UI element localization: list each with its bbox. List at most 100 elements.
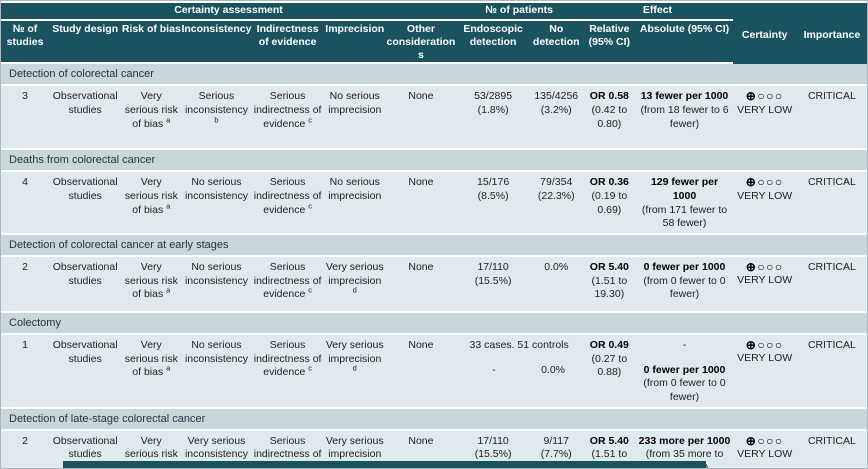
cell-other-considerations: None [385,256,457,313]
footnote-sup: a [166,363,171,373]
section-title-colectomy: Colectomy [1,312,867,335]
cell-other-considerations: None [385,172,457,235]
section-title: Detection of colorectal cancer [1,64,867,87]
section-title-detection-early-stages: Detection of colorectal cancer at early … [1,234,867,257]
footnote-sup: c [308,115,312,125]
cell-certainty: ⊕○○○ VERY LOW [732,86,797,151]
header-group-certainty-assessment: Certainty assessment [1,3,457,21]
cell-risk-of-bias: Very serious risk of bias a [121,256,182,313]
header-col-inconsistency: Inconsistency [181,21,252,65]
header-col-risk-of-bias: Risk of bias [121,21,182,65]
section-title: Detection of late-stage colorectal cance… [1,408,867,431]
cell-no-detection: 135/4256 (3.2%) [530,86,583,151]
header-group-effect: Effect [582,3,733,21]
cell-risk-of-bias: Very serious risk of bias a [121,334,182,409]
cell-n-studies: 1 [1,334,50,409]
section-title: Detection of colorectal cancer at early … [1,234,867,257]
cell-no-detection: 79/354 (22.3%) [530,172,583,235]
cell-inconsistency: No serious inconsistency [181,334,252,409]
footnote-sup: d [352,285,357,295]
cell-importance: CRITICAL [796,172,867,235]
header-col-relative: Relative (95% CI) [582,21,637,65]
cell-study-design: Observational studies [49,172,122,235]
cell-indirectness: Serious indirectness of evidence c [251,334,324,409]
table-row: 2 Observational studies Very serious ris… [1,256,867,313]
footnote-sup: a [166,115,171,125]
certainty-label: VERY LOW [737,352,793,365]
patients-split-values: - 0.0% [492,363,565,376]
footnote-sup: b [214,115,219,125]
evidence-table: Certainty assessment № of patients Effec… [1,3,867,468]
header-col-indirectness: Indirectness of evidence [251,21,324,65]
cell-imprecision: No serious imprecision [323,172,386,235]
header-col-endoscopic-detection: Endoscopic detection [456,21,531,65]
section-title: Deaths from colorectal cancer [1,150,867,173]
section-title-deaths-from-colorectal-cancer: Deaths from colorectal cancer [1,150,867,173]
certainty-label: VERY LOW [737,103,793,116]
cell-imprecision: Very serious imprecision d [323,256,386,313]
header-group-no-of-patients: № of patients [456,3,583,21]
table-row: 3 Observational studies Very serious ris… [1,86,867,151]
header-col-imprecision: Imprecision [323,21,386,65]
header-columns-row: № of studies Study design Risk of bias I… [1,21,867,65]
section-title: Colectomy [1,312,867,335]
certainty-label: VERY LOW [737,274,793,287]
cell-importance: CRITICAL [796,86,867,151]
cell-relative-effect: OR 0.49 (0.27 to 0.88) [582,334,637,409]
footnote-sup: a [166,201,171,211]
cell-risk-of-bias: Very serious risk of bias a [121,172,182,235]
cell-indirectness: Serious indirectness of evidence c [251,172,324,235]
footnote-sup: a [166,285,171,295]
cell-certainty: ⊕○○○ VERY LOW [732,334,797,409]
certainty-symbols: ⊕○○○ [745,433,784,448]
cell-importance: CRITICAL [796,256,867,313]
footnote-sup: c [308,363,312,373]
cell-patients-combined: 33 cases. 51 controls - 0.0% [456,334,583,409]
certainty-label: VERY LOW [737,189,793,202]
cell-importance: CRITICAL [796,334,867,409]
section-title-detection-of-colorectal-cancer: Detection of colorectal cancer [1,64,867,87]
cell-n-studies: 2 [1,430,50,468]
table-row: 4 Observational studies Very serious ris… [1,172,867,235]
cell-relative-effect: OR 0.36 (0.19 to 0.69) [582,172,637,235]
cell-endoscopic-detection: 53/2895 (1.8%) [456,86,531,151]
cell-indirectness: Serious indirectness of evidence c [251,86,324,151]
certainty-symbols: ⊕○○○ [745,337,784,352]
header-col-no-of-studies: № of studies [1,21,50,65]
cell-endoscopic-detection: 15/176 (8.5%) [456,172,531,235]
cell-endoscopic-detection: 17/110 (15.5%) [456,256,531,313]
cell-certainty: ⊕○○○ VERY LOW [732,256,797,313]
certainty-label: VERY LOW [737,447,793,460]
cropped-next-table-header-bar [63,461,706,468]
cell-indirectness: Serious indirectness of evidence c [251,256,324,313]
section-title-detection-late-stage: Detection of late-stage colorectal cance… [1,408,867,431]
cell-n-studies: 4 [1,172,50,235]
header-col-absolute: Absolute (95% CI) [636,21,733,65]
certainty-symbols: ⊕○○○ [745,89,784,104]
cell-imprecision: Very serious imprecision d [323,334,386,409]
cell-certainty: ⊕○○○ VERY LOW [732,172,797,235]
header-col-certainty: Certainty [732,3,797,65]
cell-relative-effect: OR 5.40(1.51 to 19.30) [582,256,637,313]
cell-no-detection: 0.0% [530,256,583,313]
cell-study-design: Observational studies [49,86,122,151]
footnote-sup: c [308,285,312,295]
cell-imprecision: No serious imprecision [323,86,386,151]
certainty-symbols: ⊕○○○ [745,175,784,190]
header-group-row: Certainty assessment № of patients Effec… [1,3,867,65]
header-col-other-considerations: Other considerations [385,21,457,65]
header-col-importance: Importance [796,3,867,65]
cell-importance: CRITICAL [796,430,867,468]
footnote-sup: d [352,363,357,373]
cell-n-studies: 2 [1,256,50,313]
cell-absolute-effect: 13 fewer per 1000 (from 18 fewer to 6 few… [636,86,733,151]
cell-absolute-effect: 0 fewer per 1000 (from 0 fewer to 0 fewer… [636,256,733,313]
table-header: Certainty assessment № of patients Effec… [1,3,867,65]
footnote-sup: c [308,201,312,211]
table-row: 1 Observational studies Very serious ris… [1,334,867,409]
cell-absolute-effect: -0 fewer per 1000 (from 0 fewer to 0 fewe… [636,334,733,409]
cell-relative-effect: OR 0.58 (0.42 to 0.80) [582,86,637,151]
cell-inconsistency: Serious inconsistency b [181,86,252,151]
cell-n-studies: 3 [1,86,50,151]
